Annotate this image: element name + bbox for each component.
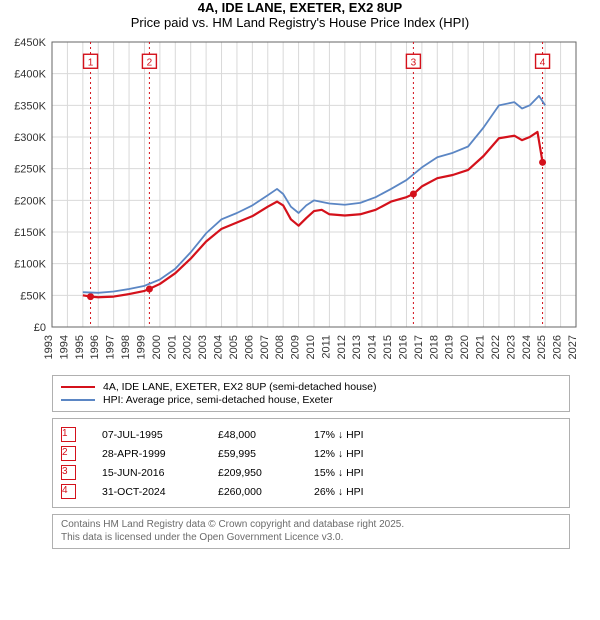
svg-text:1995: 1995 (74, 335, 86, 359)
svg-text:2011: 2011 (320, 335, 332, 359)
svg-text:2020: 2020 (459, 335, 471, 359)
svg-text:£450K: £450K (14, 37, 46, 49)
sale-marker-icon: 4 (61, 484, 76, 499)
svg-text:2000: 2000 (151, 335, 163, 359)
sale-hpi-diff: 12% ↓ HPI (314, 448, 394, 460)
svg-text:2026: 2026 (552, 335, 564, 359)
svg-text:2021: 2021 (475, 335, 487, 359)
svg-text:2003: 2003 (197, 335, 209, 359)
svg-text:2010: 2010 (305, 335, 317, 359)
svg-text:2: 2 (147, 57, 153, 68)
legend: 4A, IDE LANE, EXETER, EX2 8UP (semi-deta… (52, 375, 570, 412)
page-subtitle: Price paid vs. HM Land Registry's House … (0, 15, 600, 30)
sale-row: 3 15-JUN-2016 £209,950 15% ↓ HPI (61, 465, 561, 480)
svg-text:2001: 2001 (166, 335, 178, 359)
svg-text:2017: 2017 (413, 335, 425, 359)
svg-text:1998: 1998 (120, 335, 132, 359)
legend-label: HPI: Average price, semi-detached house,… (103, 394, 333, 406)
svg-text:1999: 1999 (135, 335, 147, 359)
page-title: 4A, IDE LANE, EXETER, EX2 8UP (0, 0, 600, 15)
sale-hpi-diff: 15% ↓ HPI (314, 467, 394, 479)
svg-text:2012: 2012 (336, 335, 348, 359)
svg-text:2025: 2025 (536, 335, 548, 359)
svg-text:2006: 2006 (243, 335, 255, 359)
svg-text:2013: 2013 (351, 335, 363, 359)
footer-line: Contains HM Land Registry data © Crown c… (61, 519, 561, 532)
svg-text:£50K: £50K (20, 290, 46, 302)
legend-item: HPI: Average price, semi-detached house,… (61, 394, 561, 406)
sale-date: 31-OCT-2024 (102, 486, 192, 498)
sale-row: 4 31-OCT-2024 £260,000 26% ↓ HPI (61, 484, 561, 499)
legend-swatch (61, 399, 95, 401)
svg-text:£0: £0 (34, 322, 46, 334)
sale-hpi-diff: 17% ↓ HPI (314, 429, 394, 441)
sale-price: £48,000 (218, 429, 288, 441)
sale-price: £209,950 (218, 467, 288, 479)
svg-text:1993: 1993 (43, 335, 55, 359)
svg-text:4: 4 (540, 57, 546, 68)
svg-text:1997: 1997 (105, 335, 117, 359)
svg-text:2018: 2018 (428, 335, 440, 359)
svg-text:2019: 2019 (444, 335, 456, 359)
sale-price: £59,995 (218, 448, 288, 460)
sale-hpi-diff: 26% ↓ HPI (314, 486, 394, 498)
legend-item: 4A, IDE LANE, EXETER, EX2 8UP (semi-deta… (61, 381, 561, 393)
sale-marker-icon: 3 (61, 465, 76, 480)
svg-text:£400K: £400K (14, 69, 46, 81)
svg-text:2016: 2016 (397, 335, 409, 359)
sale-row: 2 28-APR-1999 £59,995 12% ↓ HPI (61, 446, 561, 461)
price-chart: £0 £50K £100K £150K £200K £250K £300K £350K £400… (0, 34, 600, 369)
svg-text:3: 3 (411, 57, 417, 68)
sales-table: 1 07-JUL-1995 £48,000 17% ↓ HPI 2 28-APR-1999… (52, 418, 570, 508)
svg-text:1996: 1996 (89, 335, 101, 359)
svg-text:2002: 2002 (182, 335, 194, 359)
sale-marker-icon: 2 (61, 446, 76, 461)
svg-text:1: 1 (88, 57, 94, 68)
svg-text:2005: 2005 (228, 335, 240, 359)
svg-text:£350K: £350K (14, 100, 46, 112)
sale-date: 07-JUL-1995 (102, 429, 192, 441)
sale-marker-icon: 1 (61, 427, 76, 442)
svg-text:£200K: £200K (14, 195, 46, 207)
svg-text:2009: 2009 (290, 335, 302, 359)
sale-date: 15-JUN-2016 (102, 467, 192, 479)
svg-text:1994: 1994 (58, 335, 70, 359)
svg-text:2024: 2024 (521, 335, 533, 359)
svg-text:£100K: £100K (14, 259, 46, 271)
svg-text:2004: 2004 (213, 335, 225, 359)
svg-text:£250K: £250K (14, 164, 46, 176)
sale-date: 28-APR-1999 (102, 448, 192, 460)
footer-line: This data is licensed under the Open Gov… (61, 532, 561, 545)
svg-text:2014: 2014 (367, 335, 379, 359)
sale-row: 1 07-JUL-1995 £48,000 17% ↓ HPI (61, 427, 561, 442)
svg-text:2023: 2023 (505, 335, 517, 359)
svg-text:2007: 2007 (259, 335, 271, 359)
svg-text:2027: 2027 (567, 335, 579, 359)
svg-text:2015: 2015 (382, 335, 394, 359)
svg-text:£150K: £150K (14, 227, 46, 239)
svg-text:£300K: £300K (14, 132, 46, 144)
svg-text:2008: 2008 (274, 335, 286, 359)
legend-swatch (61, 386, 95, 388)
legend-label: 4A, IDE LANE, EXETER, EX2 8UP (semi-deta… (103, 381, 377, 393)
sale-price: £260,000 (218, 486, 288, 498)
svg-text:2022: 2022 (490, 335, 502, 359)
attribution-footer: Contains HM Land Registry data © Crown c… (52, 514, 570, 549)
